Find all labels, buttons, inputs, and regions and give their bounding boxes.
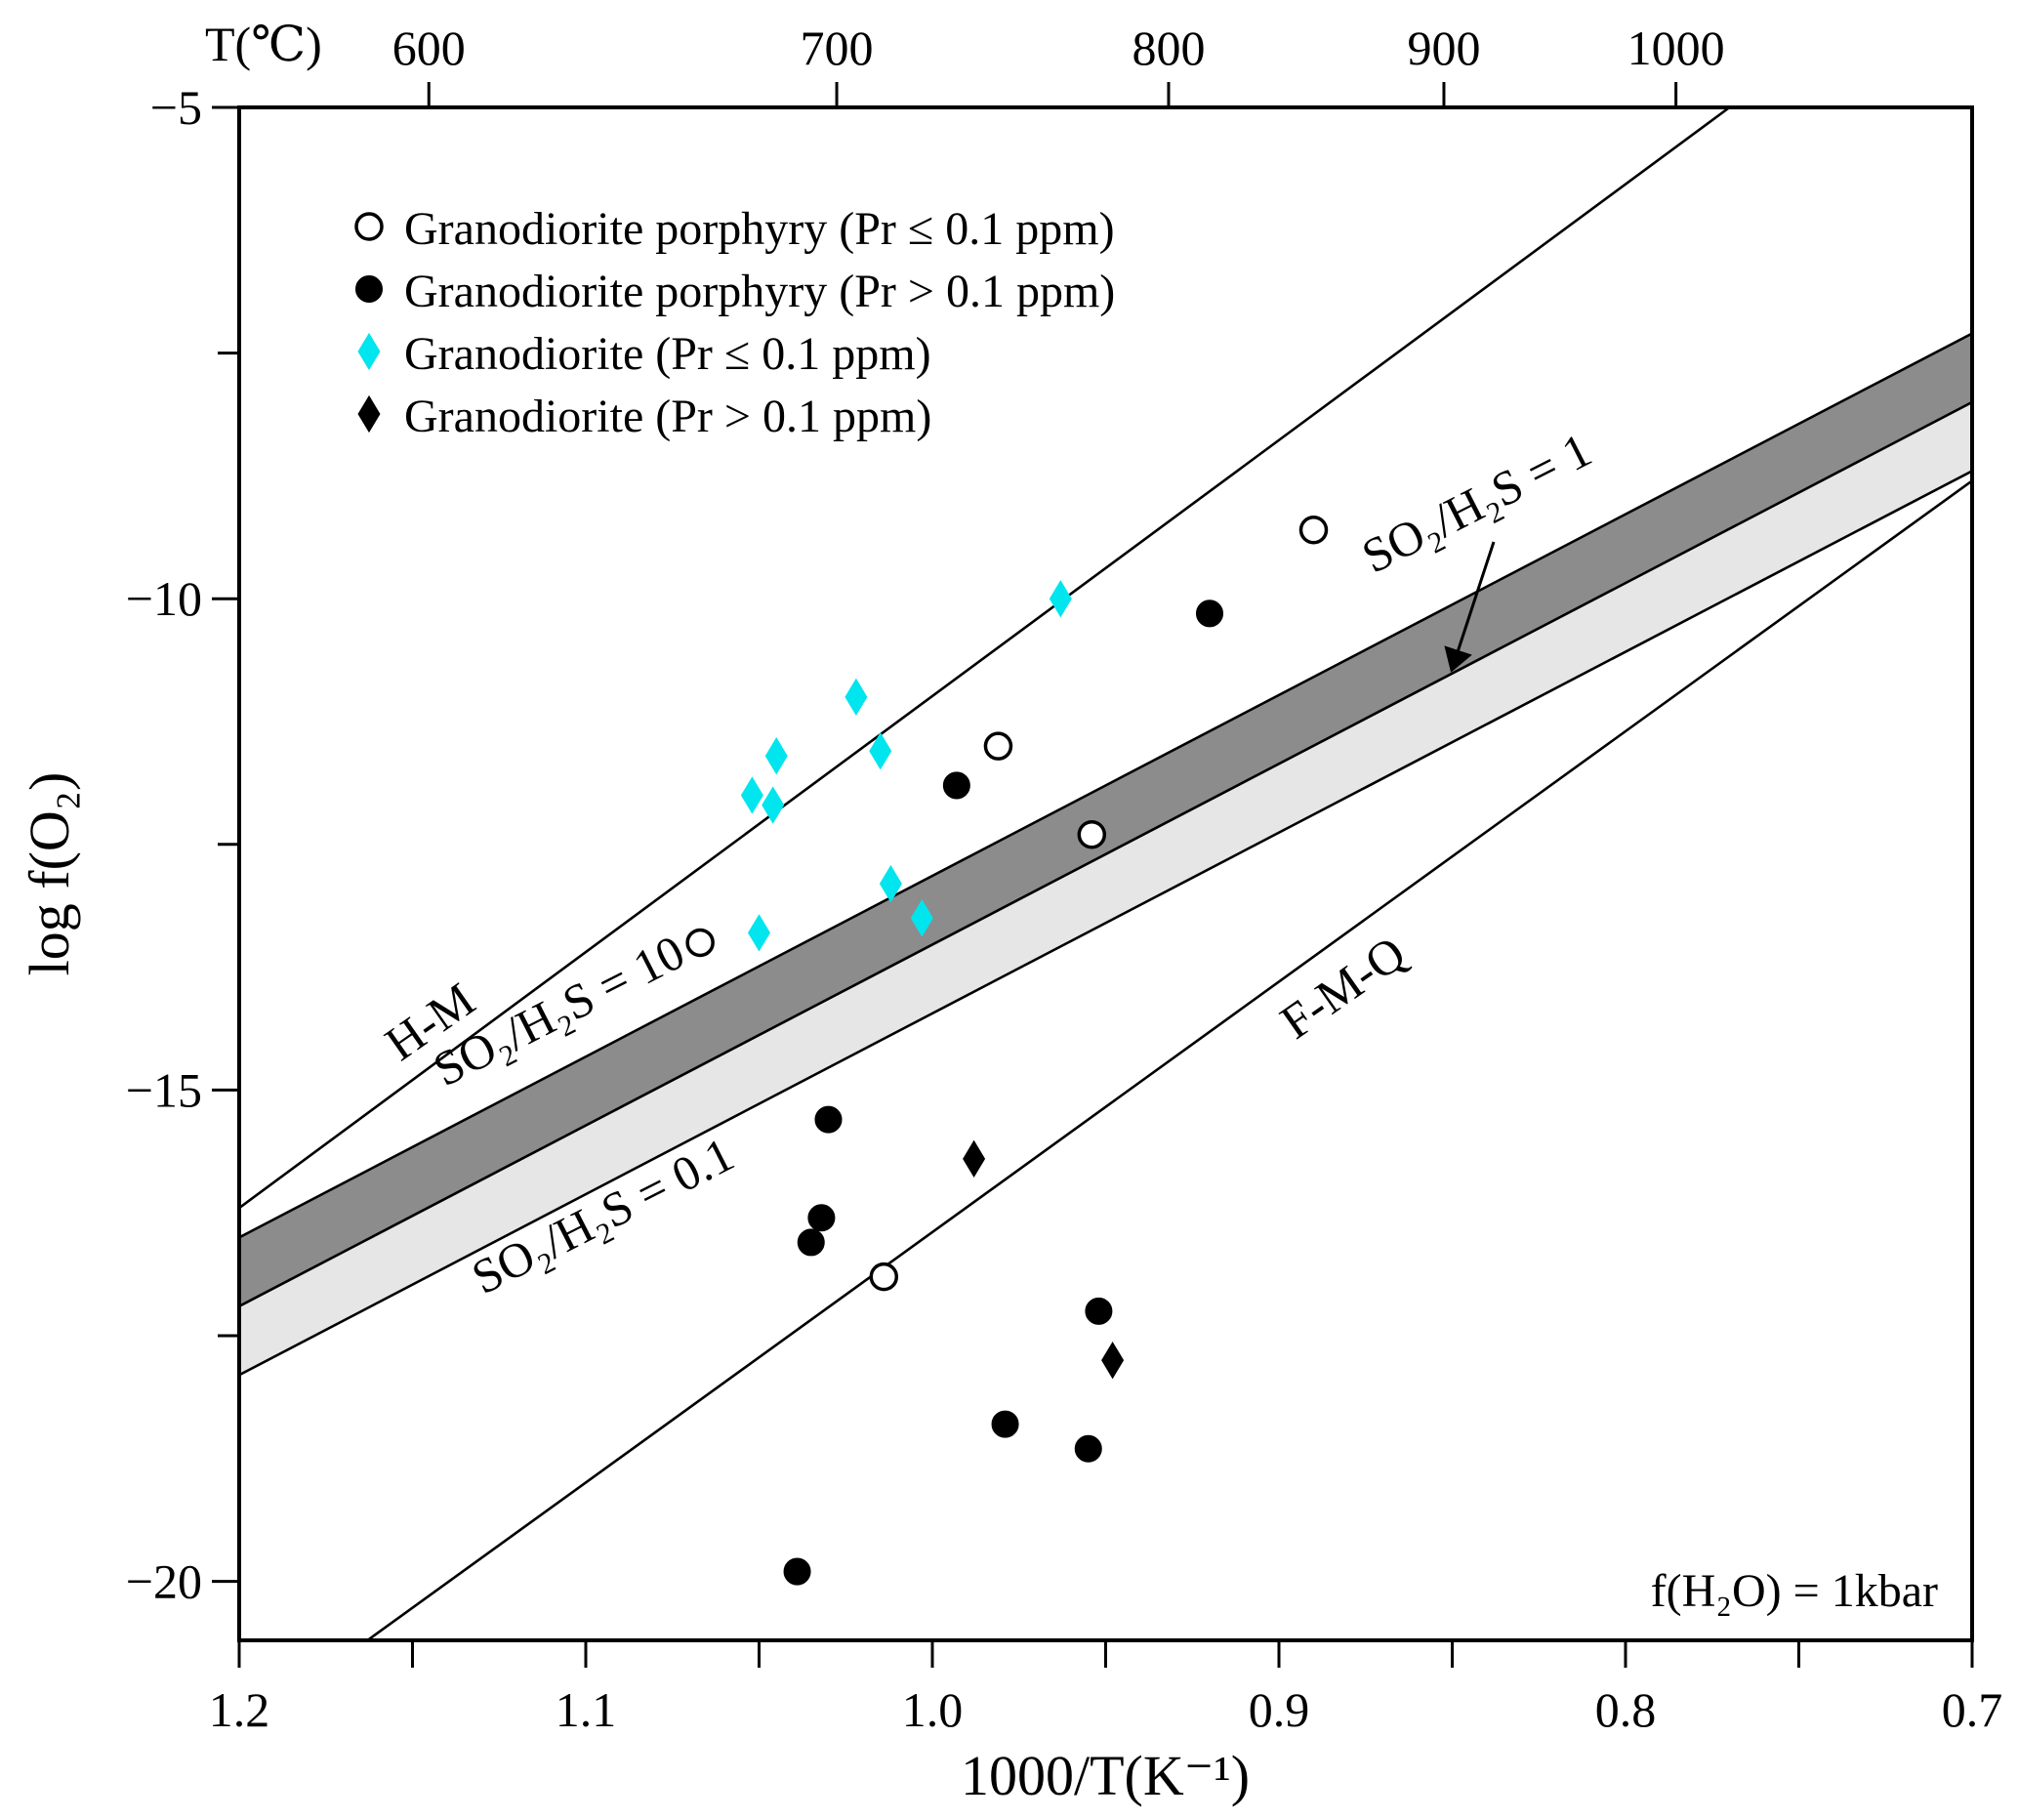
x-axis-title: 1000/T(K⁻¹) [961, 1744, 1250, 1807]
data-point [783, 1557, 811, 1586]
x-tick-label: 0.8 [1595, 1682, 1657, 1737]
line-f-m-q [366, 479, 1972, 1640]
data-point [747, 914, 771, 952]
data-point [814, 1105, 843, 1134]
data-point [685, 928, 715, 958]
data-point [1085, 1297, 1113, 1325]
legend-marker [357, 394, 381, 434]
legend-item: Granodiorite (Pr > 0.1 ppm) [357, 391, 931, 442]
legend-item: Granodiorite (Pr ≤ 0.1 ppm) [357, 328, 931, 380]
data-point [942, 771, 970, 800]
top-tick-label: 800 [1132, 21, 1205, 75]
series-2 [783, 600, 1224, 1586]
top-tick-label: 600 [392, 21, 466, 75]
top-tick-label: 900 [1407, 21, 1480, 75]
data-point [991, 1410, 1019, 1438]
line-h-m [239, 107, 1731, 1210]
legend-label: Granodiorite (Pr ≤ 0.1 ppm) [404, 328, 931, 380]
legend-marker [354, 212, 384, 241]
data-point [1074, 1434, 1102, 1463]
data-point [879, 864, 902, 903]
top-tick-label: 700 [801, 21, 874, 75]
top-axis: 600 700 800 900 1000 [392, 21, 1725, 107]
data-point [963, 1139, 986, 1179]
data-points [685, 516, 1329, 1586]
series-3 [740, 580, 1072, 952]
data-point [869, 1262, 899, 1292]
legend-marker [354, 274, 384, 304]
x-tick-label: 1.1 [556, 1682, 617, 1737]
series-1 [685, 516, 1329, 1292]
line-so2-h2s-1 [239, 400, 1972, 1307]
line-so2-h2s-0.1 [239, 470, 1972, 1377]
y-tick-label: −10 [126, 571, 202, 626]
data-point [764, 737, 788, 775]
data-point [1195, 600, 1224, 628]
top-tick-label: 1000 [1627, 21, 1725, 75]
x-tick-label: 1.2 [209, 1682, 270, 1737]
data-point [807, 1204, 836, 1232]
y-axis-title: log f(O₂) [18, 772, 81, 976]
legend-item: Granodiorite porphyry (Pr ≤ 0.1 ppm) [354, 203, 1115, 255]
x-tick-label: 1.0 [902, 1682, 964, 1737]
x-tick-label: 0.7 [1942, 1682, 2003, 1737]
label-f-m-q: F-M-Q [1270, 926, 1415, 1050]
data-point [910, 899, 933, 937]
data-point [1077, 819, 1107, 849]
data-point [869, 732, 892, 770]
data-point [983, 731, 1013, 761]
x-axis: 1.2 1.1 1.0 0.9 0.8 0.7 [209, 1640, 2003, 1737]
arrow-so2-h2s-1 [1444, 541, 1496, 673]
legend: Granodiorite porphyry (Pr ≤ 0.1 ppm) Gran… [354, 203, 1115, 442]
y-tick-label: −5 [150, 80, 202, 135]
label-fh2o: f(H₂O) = 1kbar [1651, 1565, 1938, 1617]
legend-label: Granodiorite porphyry (Pr > 0.1 ppm) [404, 266, 1115, 317]
data-point [844, 678, 868, 717]
legend-item: Granodiorite porphyry (Pr > 0.1 ppm) [354, 266, 1115, 317]
data-point [1049, 580, 1072, 618]
legend-label: Granodiorite (Pr > 0.1 ppm) [404, 391, 931, 442]
legend-label: Granodiorite porphyry (Pr ≤ 0.1 ppm) [404, 203, 1115, 255]
data-point [762, 786, 785, 824]
band-so2-10-to-1 [239, 333, 1972, 1306]
legend-marker [357, 332, 381, 371]
series-4 [963, 1139, 1125, 1380]
y-tick-label: −20 [126, 1554, 202, 1609]
top-axis-title: T(℃) [205, 17, 322, 71]
data-point [1298, 516, 1329, 545]
x-tick-label: 0.9 [1249, 1682, 1310, 1737]
data-point [797, 1228, 825, 1257]
band-so2-1-to-0.1 [239, 401, 1972, 1376]
y-tick-label: −15 [126, 1062, 202, 1117]
data-point [740, 776, 763, 814]
y-axis: −5 −10 −15 −20 [126, 80, 239, 1609]
data-point [1101, 1341, 1125, 1380]
line-so2-h2s-10 [239, 332, 1972, 1239]
